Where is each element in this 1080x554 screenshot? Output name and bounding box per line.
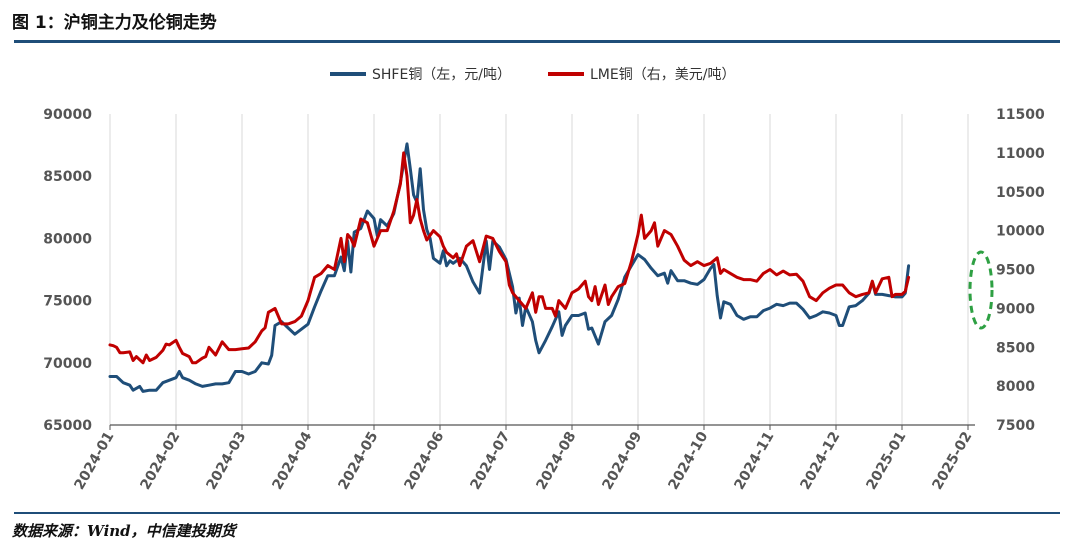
x-tick-label: 2024-09: [599, 429, 645, 493]
y-left-tick-label: 75000: [43, 294, 92, 310]
y-right-tick-label: 10500: [996, 185, 1045, 201]
y-right-tick-label: 9000: [996, 301, 1035, 317]
x-tick-label: 2024-02: [137, 429, 183, 493]
y-right-tick-label: 7500: [996, 418, 1035, 434]
series-lines: [108, 142, 911, 393]
y-right-tick-label: 11500: [996, 107, 1045, 123]
x-tick-label: 2024-06: [401, 429, 447, 493]
x-tick-label: 2024-07: [467, 429, 513, 493]
y-right-tick-label: 11000: [996, 146, 1045, 162]
x-tick-label: 2025-01: [863, 429, 909, 493]
y-right-tick-label: 10000: [996, 224, 1045, 240]
x-tick-label: 2024-05: [335, 429, 381, 493]
legend-label-shfe: SHFE铜（左，元/吨）: [372, 67, 511, 83]
x-tick-label: 2024-08: [533, 429, 579, 493]
x-tick-label: 2024-04: [269, 429, 315, 493]
y-left-tick-label: 80000: [43, 231, 92, 247]
x-tick-label: 2024-03: [203, 429, 249, 493]
highlight-ellipse: [968, 250, 994, 330]
title-rule: [14, 40, 1060, 43]
y-left-tick-label: 70000: [43, 356, 92, 372]
series-line-shfe: [108, 142, 911, 393]
vertical-gridlines: [109, 114, 969, 425]
x-tick-label: 2025-02: [929, 429, 975, 493]
x-tick-label: 2024-11: [731, 429, 777, 493]
series-line-lme: [108, 151, 911, 365]
x-tick-label: 2024-10: [665, 429, 711, 493]
x-tick-label: 2024-01: [71, 429, 117, 493]
y-right-tick-label: 8000: [996, 379, 1035, 395]
price-chart: SHFE铜（左，元/吨） LME铜（右，美元/吨） 2024-01 2024-02…: [43, 67, 1045, 493]
legend-label-lme: LME铜（右，美元/吨）: [590, 67, 735, 83]
legend: SHFE铜（左，元/吨） LME铜（右，美元/吨）: [330, 67, 735, 83]
y-left-tick-label: 85000: [43, 169, 92, 185]
x-tick-label: 2024-12: [797, 429, 843, 493]
y-right-tick-label: 8500: [996, 340, 1035, 356]
figure-title: 图 1：沪铜主力及伦铜走势: [12, 13, 217, 33]
footer-rule: [14, 512, 1060, 514]
source-note: 数据来源：Wind，中信建投期货: [12, 522, 236, 540]
y-right-tick-label: 9500: [996, 263, 1035, 279]
y-left-tick-label: 65000: [43, 418, 92, 434]
y-left-tick-label: 90000: [43, 107, 92, 123]
